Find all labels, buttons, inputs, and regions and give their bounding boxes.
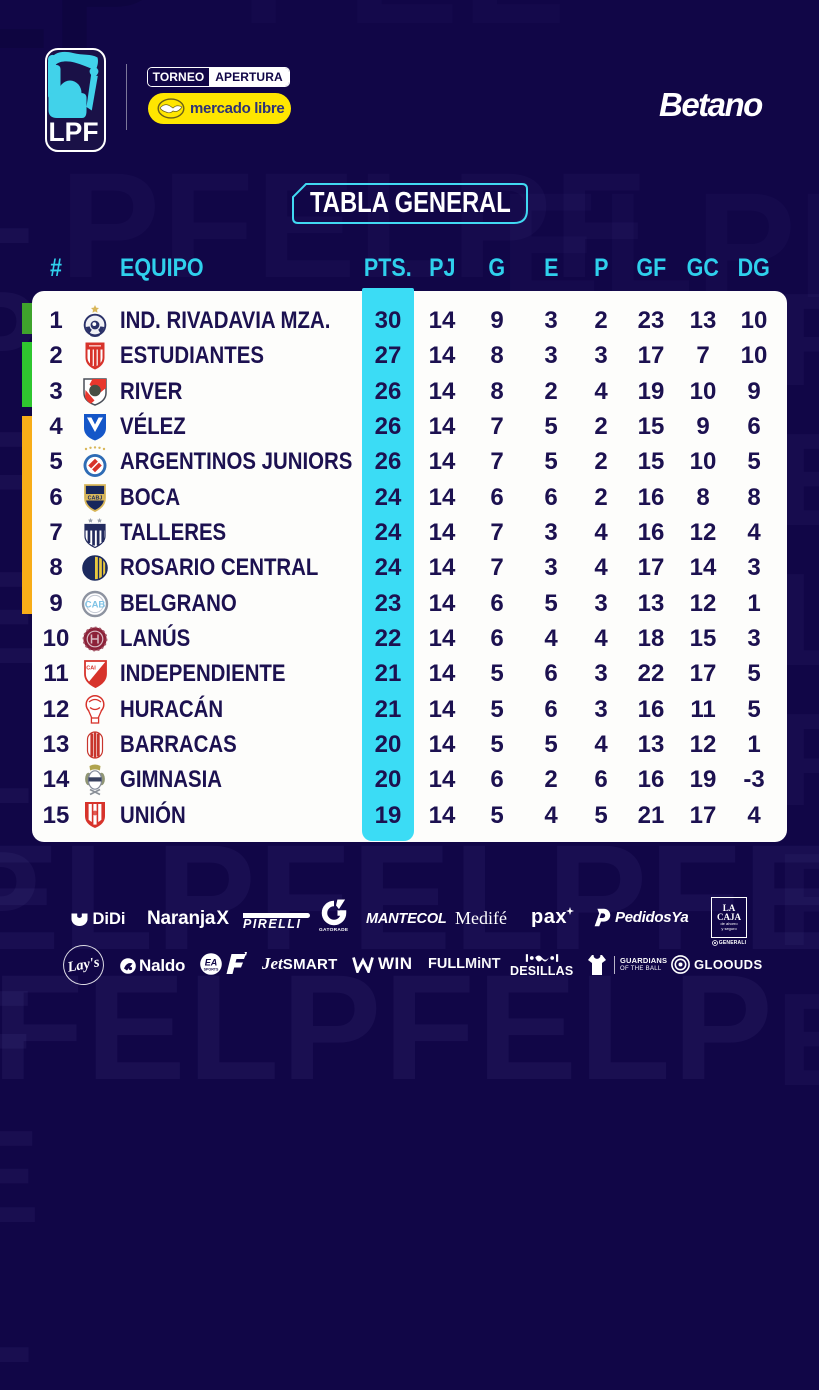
svg-text:CAB: CAB [85, 599, 106, 610]
svg-text:SPORTS: SPORTS [204, 968, 219, 972]
svg-text:CAI: CAI [86, 666, 96, 672]
svg-text:CABJ: CABJ [88, 495, 103, 501]
svg-text:EA: EA [205, 958, 218, 968]
svg-text:LPF: LPF [49, 117, 99, 147]
